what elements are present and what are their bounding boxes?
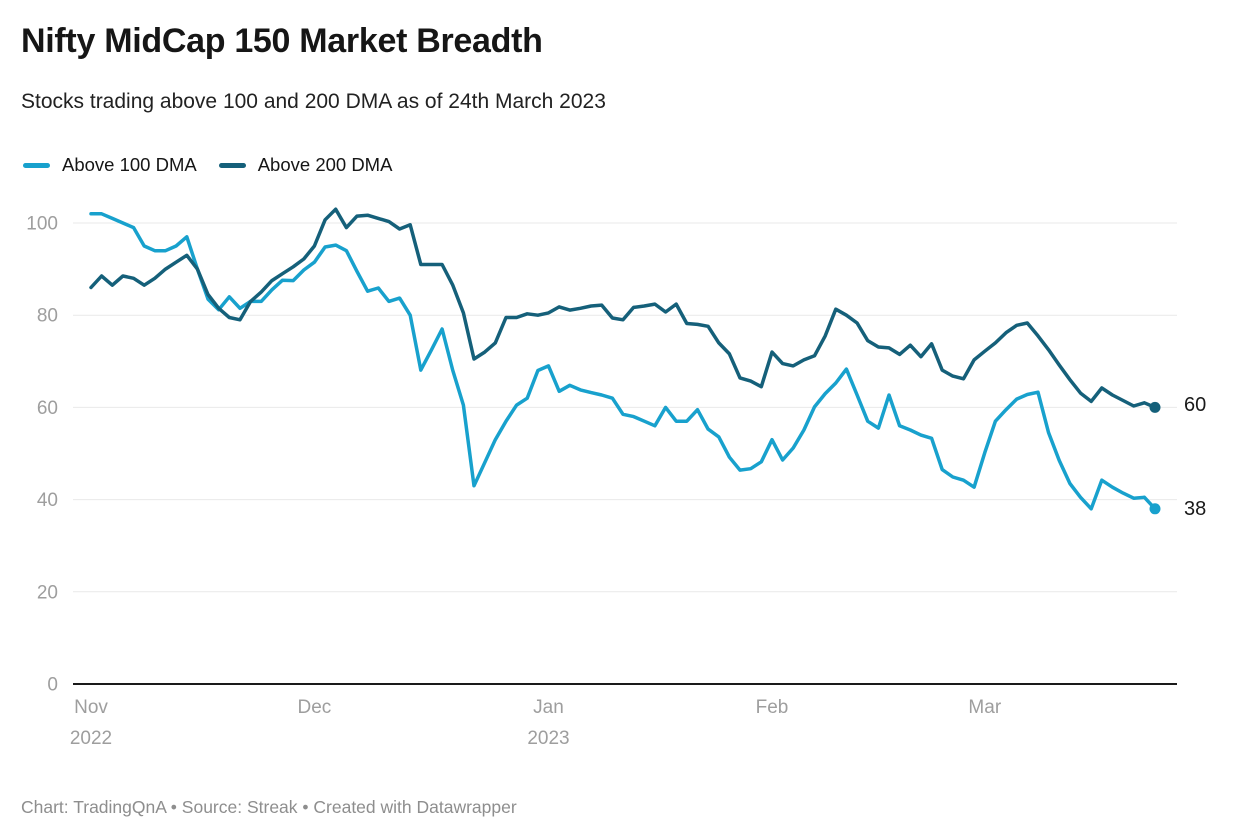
series-line-above-200-dma [89, 207, 1157, 410]
y-tick-label-40: 40 [37, 490, 58, 511]
y-tick-label-100: 100 [26, 214, 58, 235]
legend-dash-icon [218, 162, 246, 168]
x-tick-sublabel-2022: 2022 [70, 728, 112, 749]
x-tick-sublabel-2023: 2023 [527, 728, 569, 749]
plot-area: 0 20 40 60 80 100 Nov 2022 Dec Jan 2023 Feb Mar 38 60 [0, 190, 1240, 790]
y-tick-label-20: 20 [37, 582, 58, 603]
y-tick-label-60: 60 [37, 398, 58, 419]
series-line-above-100-dma [89, 212, 1157, 511]
series-end-value-label: 38 [1184, 498, 1206, 520]
series-end-dot-above-100-dma [1149, 503, 1161, 515]
x-tick-label-dec: Dec [298, 697, 332, 718]
chart-credit: Chart: TradingQnA • Source: Streak • Cre… [21, 797, 517, 817]
legend: Above 100 DMA Above 200 DMA [23, 154, 392, 176]
chart-title: Nifty MidCap 150 Market Breadth [21, 22, 543, 60]
series-end-dot-above-200-dma [1149, 401, 1161, 413]
series-end-value-label: 60 [1184, 394, 1206, 416]
y-tick-label-80: 80 [37, 306, 58, 327]
legend-item-label: Above 100 DMA [62, 154, 197, 175]
legend-item-label: Above 200 DMA [257, 154, 393, 175]
x-tick-label-jan: Jan [533, 697, 564, 718]
x-tick-label-mar: Mar [968, 697, 1001, 718]
chart-subtitle: Stocks trading above 100 and 200 DMA as … [21, 90, 606, 113]
legend-dash-icon [23, 162, 50, 168]
legend-item-above-100-dma: Above 100 DMA [23, 154, 197, 176]
x-tick-label-feb: Feb [756, 697, 789, 718]
legend-item-above-200-dma: Above 200 DMA [218, 154, 393, 176]
x-tick-label-nov: Nov [74, 697, 108, 718]
y-tick-label-0: 0 [47, 675, 58, 696]
chart-svg: 0 20 40 60 80 100 Nov 2022 Dec Jan 2023 Feb Mar 38 60 [26, 207, 1206, 749]
